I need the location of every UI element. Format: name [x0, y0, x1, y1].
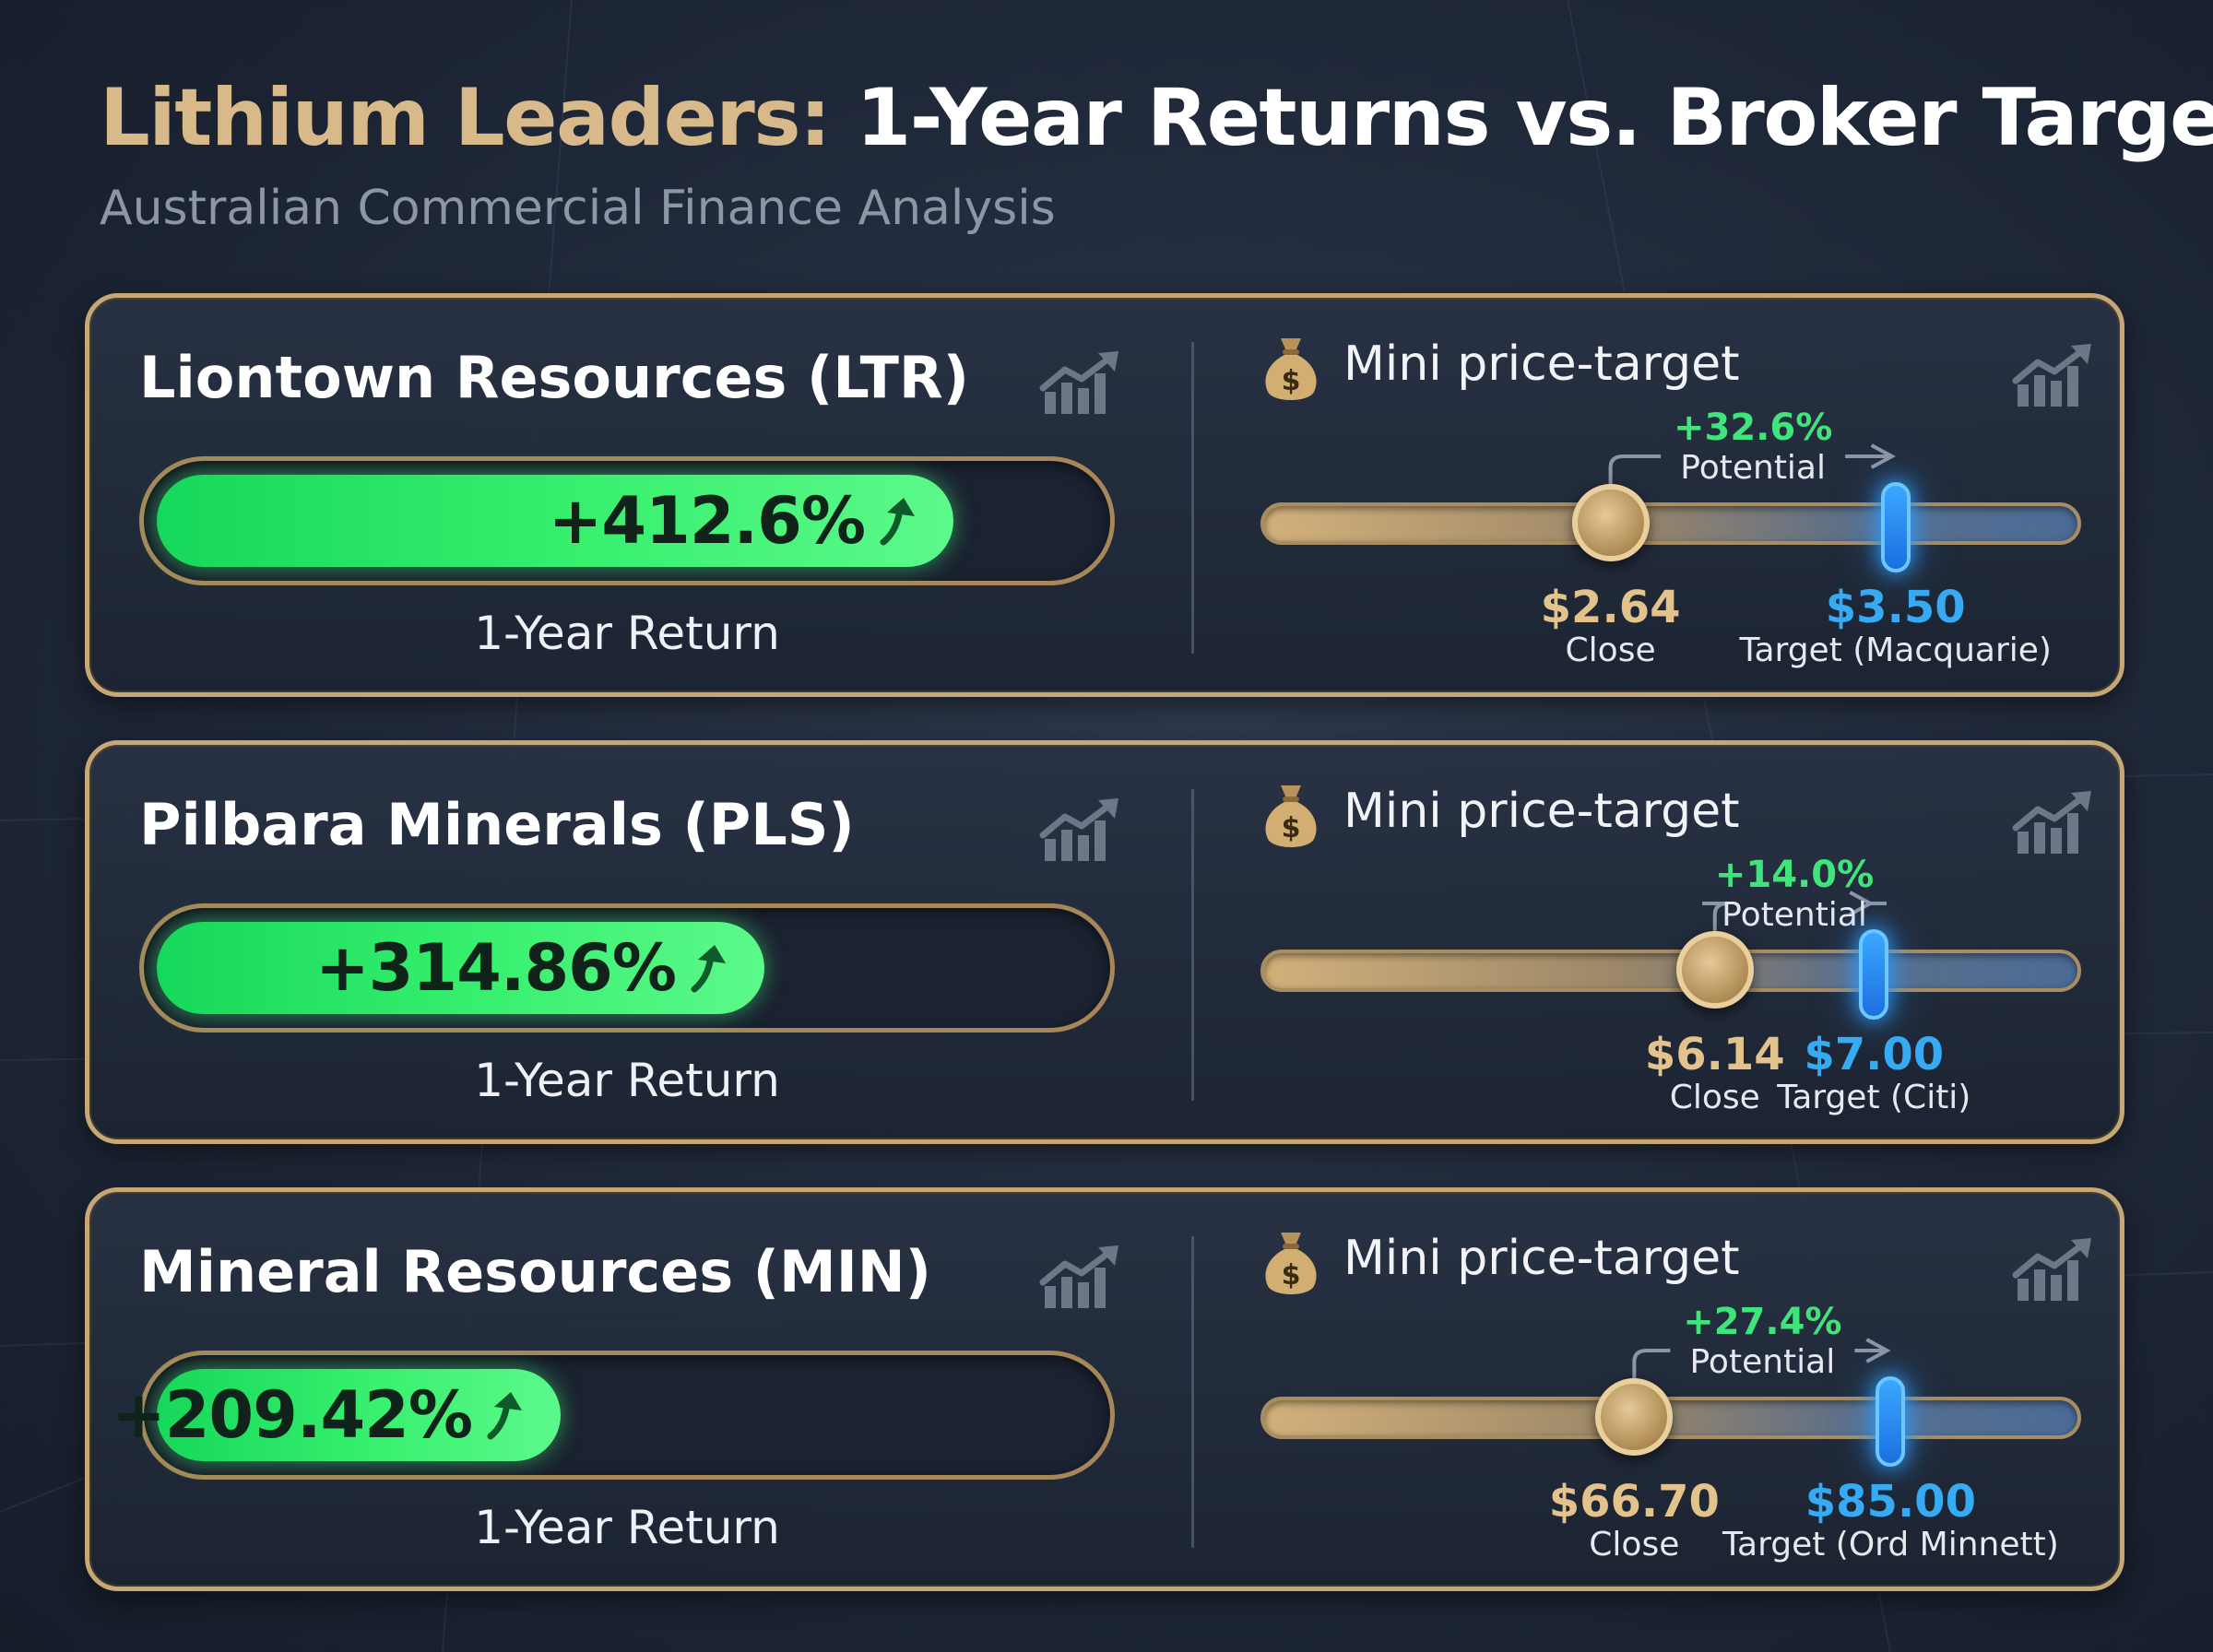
- target-broker-label: Target (Citi): [1777, 1079, 1971, 1116]
- target-price: $7.00: [1804, 1029, 1945, 1080]
- stock-card: Mineral Resources (MIN) +209.42% 1-Year …: [85, 1187, 2124, 1591]
- trend-chart-icon: [2012, 1236, 2095, 1303]
- title-highlight: Lithium Leaders:: [100, 72, 831, 164]
- target-broker-label: Target (Macquarie): [1739, 631, 2052, 669]
- target-price-marker: [1859, 929, 1889, 1020]
- page-subtitle: Australian Commercial Finance Analysis: [100, 181, 1056, 236]
- company-name: Pilbara Minerals (PLS): [139, 791, 855, 858]
- up-arrow-icon: [485, 1390, 527, 1440]
- close-price-knob: [1595, 1378, 1674, 1456]
- up-arrow-icon: [689, 943, 731, 993]
- close-label: Close: [1589, 1526, 1680, 1564]
- return-value: +209.42%: [112, 1377, 473, 1453]
- potential-label: Potential: [1722, 896, 1867, 934]
- svg-text:$: $: [1282, 812, 1301, 844]
- mini-price-target-title: Mini price-target: [1343, 336, 1740, 392]
- mini-price-target-title: Mini price-target: [1343, 1231, 1740, 1286]
- company-name: Liontown Resources (LTR): [139, 344, 969, 411]
- potential-label: Potential: [1680, 449, 1826, 487]
- return-bar-track: +412.6%: [139, 456, 1115, 585]
- potential-percent: +14.0%: [1714, 854, 1875, 896]
- potential-percent: +27.4%: [1683, 1301, 1842, 1343]
- return-bar: +412.6%: [157, 475, 953, 567]
- return-bar: +314.86%: [157, 922, 764, 1014]
- close-price: $6.14: [1644, 1029, 1785, 1080]
- card-divider: [1191, 789, 1194, 1101]
- mini-price-target-title: Mini price-target: [1343, 784, 1740, 839]
- money-bag-icon: $: [1260, 780, 1321, 852]
- return-bar: +209.42%: [112, 1369, 561, 1461]
- price-target-slider: [1260, 950, 2081, 992]
- target-price: $3.50: [1825, 582, 1966, 633]
- page-title: Lithium Leaders: 1-Year Returns vs. Brok…: [100, 72, 2213, 164]
- trend-chart-icon: [1039, 796, 1122, 863]
- return-bar-track: +209.42%: [112, 1351, 1115, 1480]
- trend-chart-icon: [2012, 789, 2095, 856]
- up-arrow-icon: [878, 496, 920, 546]
- svg-text:$: $: [1282, 365, 1301, 397]
- close-label: Close: [1669, 1079, 1760, 1116]
- target-price: $85.00: [1805, 1476, 1976, 1528]
- svg-text:$: $: [1282, 1259, 1301, 1292]
- money-bag-icon: $: [1260, 333, 1321, 405]
- card-divider: [1191, 1236, 1194, 1548]
- close-price: $66.70: [1548, 1476, 1720, 1528]
- company-name: Mineral Resources (MIN): [139, 1238, 932, 1305]
- target-price-marker: [1880, 482, 1911, 572]
- title-main: 1-Year Returns vs. Broker Targets: [856, 72, 2213, 164]
- close-price: $2.64: [1540, 582, 1681, 633]
- target-price-marker: [1876, 1376, 1906, 1467]
- close-price-knob: [1675, 931, 1754, 1009]
- potential-label: Potential: [1689, 1343, 1836, 1381]
- money-bag-icon: $: [1260, 1227, 1321, 1299]
- close-price-knob: [1571, 484, 1650, 561]
- return-value: +412.6%: [548, 483, 866, 559]
- trend-chart-icon: [1039, 1244, 1122, 1310]
- return-value: +314.86%: [315, 930, 677, 1006]
- trend-chart-icon: [2012, 342, 2095, 408]
- return-label: 1-Year Return: [474, 1054, 780, 1107]
- price-target-slider: [1260, 502, 2081, 545]
- stock-card: Pilbara Minerals (PLS) +314.86% 1-Year R…: [85, 740, 2124, 1144]
- return-label: 1-Year Return: [474, 1501, 780, 1554]
- trend-chart-icon: [1039, 349, 1122, 416]
- target-broker-label: Target (Ord Minnett): [1722, 1526, 2059, 1564]
- card-divider: [1191, 342, 1194, 654]
- return-label: 1-Year Return: [474, 607, 780, 660]
- stock-card: Liontown Resources (LTR) +412.6% 1-Year …: [85, 293, 2124, 697]
- potential-percent: +32.6%: [1673, 407, 1833, 449]
- close-label: Close: [1565, 631, 1656, 669]
- return-bar-track: +314.86%: [139, 903, 1115, 1032]
